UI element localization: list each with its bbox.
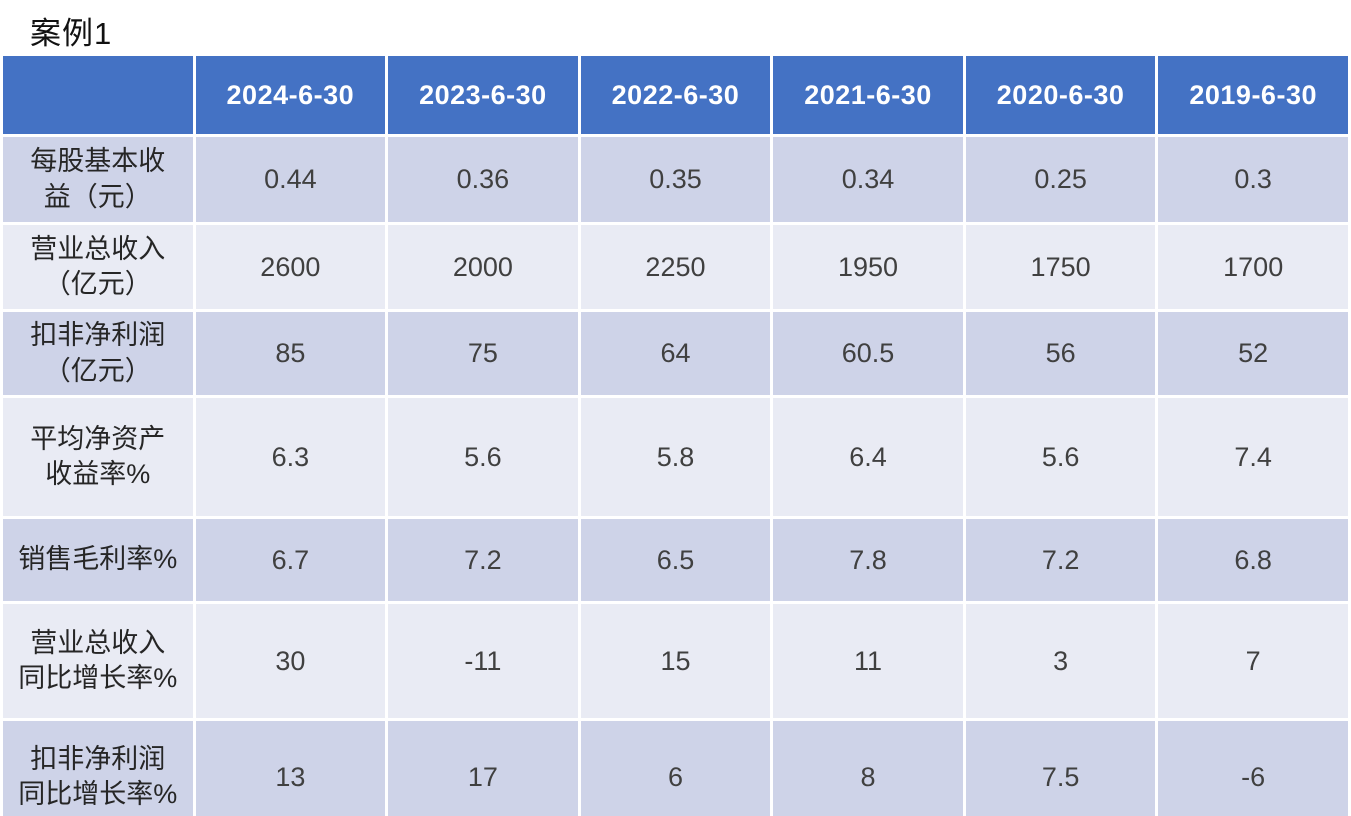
cell-revenue-2022: 2250 (580, 225, 771, 309)
cell-eps-2023: 0.36 (388, 137, 578, 222)
cell-eps-2022: 0.35 (580, 137, 771, 222)
row-label-eps: 每股基本收 益（元） (3, 137, 193, 222)
cell-revenue-2021: 1950 (773, 225, 963, 309)
cell-profit-growth-2021: 8 (773, 721, 963, 816)
cell-revenue-2023: 2000 (388, 225, 578, 309)
cell-net-profit-2020: 56 (965, 312, 1156, 395)
cell-gross-margin-2021: 7.8 (773, 519, 963, 601)
table-row-eps: 每股基本收 益（元） 0.44 0.36 0.35 0.34 0.25 0.3 (3, 137, 1348, 222)
cell-revenue-growth-2023: -11 (388, 604, 578, 718)
cell-revenue-2019: 1700 (1158, 225, 1348, 309)
cell-revenue-growth-2024: 30 (195, 604, 386, 718)
table-header-row: 2024-6-30 2023-6-30 2022-6-30 2021-6-30 … (3, 56, 1348, 134)
cell-roe-2019: 7.4 (1158, 398, 1348, 516)
row-label-gross-margin: 销售毛利率% (3, 519, 193, 601)
cell-eps-2021: 0.34 (773, 137, 963, 222)
cell-revenue-growth-2020: 3 (965, 604, 1156, 718)
header-cell-2020: 2020-6-30 (965, 56, 1156, 134)
financial-data-table: 2024-6-30 2023-6-30 2022-6-30 2021-6-30 … (0, 53, 1351, 816)
header-cell-2019: 2019-6-30 (1158, 56, 1348, 134)
table-row-roe: 平均净资产 收益率% 6.3 5.6 5.8 6.4 5.6 7.4 (3, 398, 1348, 516)
cell-revenue-growth-2021: 11 (773, 604, 963, 718)
header-cell-blank (3, 56, 193, 134)
cell-roe-2021: 6.4 (773, 398, 963, 516)
table-row-profit-growth: 扣非净利润 同比增长率% 13 17 6 8 7.5 -6 (3, 721, 1348, 816)
header-cell-2022: 2022-6-30 (580, 56, 771, 134)
row-label-revenue: 营业总收入 （亿元） (3, 225, 193, 309)
cell-eps-2020: 0.25 (965, 137, 1156, 222)
row-label-revenue-growth: 营业总收入 同比增长率% (3, 604, 193, 718)
table-row-revenue: 营业总收入 （亿元） 2600 2000 2250 1950 1750 1700 (3, 225, 1348, 309)
page-title: 案例1 (30, 16, 113, 51)
row-label-profit-growth: 扣非净利润 同比增长率% (3, 721, 193, 816)
cell-gross-margin-2020: 7.2 (965, 519, 1156, 601)
cell-profit-growth-2023: 17 (388, 721, 578, 816)
cell-roe-2024: 6.3 (195, 398, 386, 516)
row-label-net-profit: 扣非净利润 （亿元） (3, 312, 193, 395)
header-cell-2023: 2023-6-30 (388, 56, 578, 134)
cell-revenue-growth-2019: 7 (1158, 604, 1348, 718)
cell-profit-growth-2022: 6 (580, 721, 771, 816)
cell-net-profit-2021: 60.5 (773, 312, 963, 395)
cell-net-profit-2023: 75 (388, 312, 578, 395)
cell-roe-2023: 5.6 (388, 398, 578, 516)
header-cell-2024: 2024-6-30 (195, 56, 386, 134)
cell-gross-margin-2023: 7.2 (388, 519, 578, 601)
row-label-roe: 平均净资产 收益率% (3, 398, 193, 516)
cell-revenue-2024: 2600 (195, 225, 386, 309)
cell-eps-2024: 0.44 (195, 137, 386, 222)
cell-net-profit-2022: 64 (580, 312, 771, 395)
cell-roe-2022: 5.8 (580, 398, 771, 516)
cell-gross-margin-2019: 6.8 (1158, 519, 1348, 601)
table-row-gross-margin: 销售毛利率% 6.7 7.2 6.5 7.8 7.2 6.8 (3, 519, 1348, 601)
cell-roe-2020: 5.6 (965, 398, 1156, 516)
cell-gross-margin-2024: 6.7 (195, 519, 386, 601)
cell-profit-growth-2024: 13 (195, 721, 386, 816)
header-cell-2021: 2021-6-30 (773, 56, 963, 134)
cell-net-profit-2024: 85 (195, 312, 386, 395)
table-row-net-profit: 扣非净利润 （亿元） 85 75 64 60.5 56 52 (3, 312, 1348, 395)
cell-eps-2019: 0.3 (1158, 137, 1348, 222)
cell-gross-margin-2022: 6.5 (580, 519, 771, 601)
cell-profit-growth-2020: 7.5 (965, 721, 1156, 816)
cell-net-profit-2019: 52 (1158, 312, 1348, 395)
table-row-revenue-growth: 营业总收入 同比增长率% 30 -11 15 11 3 7 (3, 604, 1348, 718)
cell-profit-growth-2019: -6 (1158, 721, 1348, 816)
cell-revenue-growth-2022: 15 (580, 604, 771, 718)
cell-revenue-2020: 1750 (965, 225, 1156, 309)
